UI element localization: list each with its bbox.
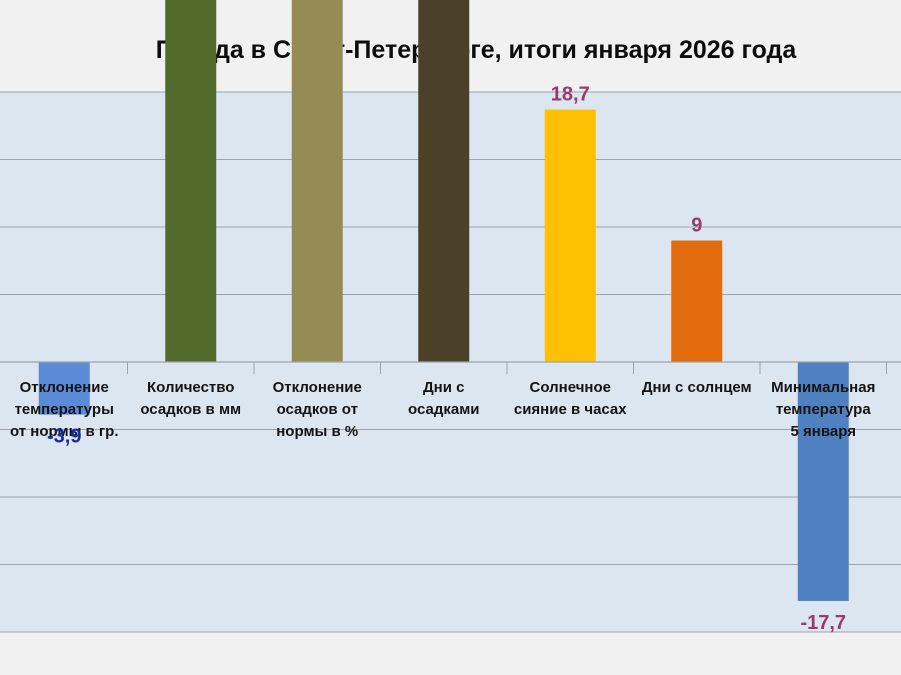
category-label: Отклонение температуры от нормы в гр. (10, 379, 119, 440)
data-label: -3,9 (47, 426, 81, 448)
bar (165, 0, 217, 362)
bar (544, 109, 596, 362)
data-label: 18,7 (551, 84, 590, 106)
bar (671, 240, 723, 362)
category-label: Дни с осадками (408, 379, 480, 418)
category-label: Минимальная температура 5 января (771, 379, 875, 440)
data-label: 9 (691, 215, 702, 237)
bar (418, 0, 470, 362)
data-label: -17,7 (800, 612, 846, 634)
category-label: Количество осадков в мм (140, 379, 241, 418)
bar (291, 0, 343, 362)
category-label: Солнечное сияние в часах (514, 379, 627, 418)
bar (38, 362, 90, 415)
bar (797, 362, 849, 601)
chart-title: Погода в Санкт-Петербурге, итоги января … (155, 36, 797, 64)
category-label: Отклонение осадков от нормы в % (273, 379, 362, 440)
category-label: Дни с солнцем (642, 379, 752, 396)
